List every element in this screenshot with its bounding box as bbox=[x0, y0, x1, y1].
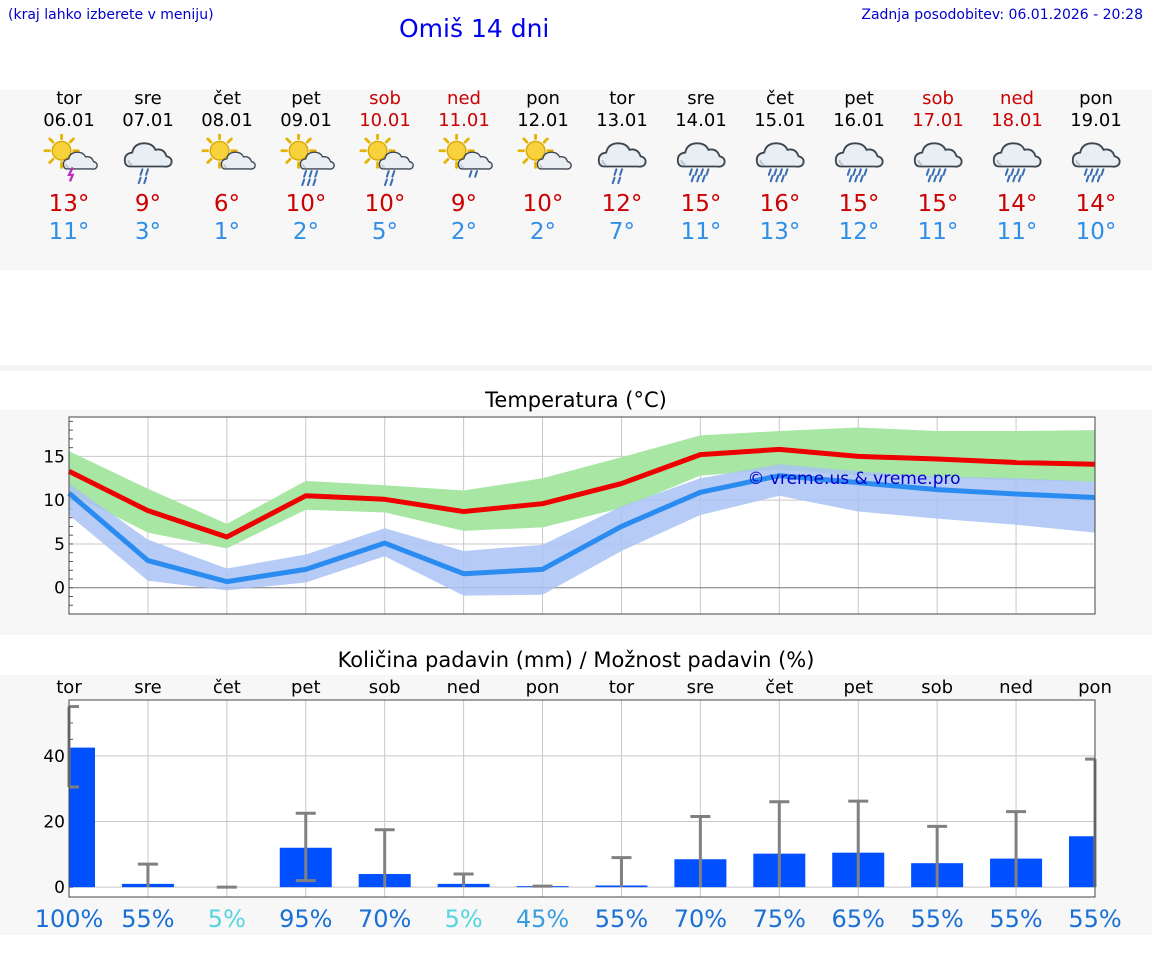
max-temperature: 12° bbox=[601, 191, 643, 217]
cloud-heavy-rain-icon bbox=[755, 142, 805, 183]
cloud-heavy-rain-icon bbox=[1071, 142, 1121, 183]
day-date: 07.01 bbox=[122, 110, 174, 131]
max-temperature: 15° bbox=[680, 191, 722, 217]
max-temperature: 6° bbox=[213, 191, 241, 217]
max-temperature: 13° bbox=[48, 191, 90, 217]
max-temperature: 15° bbox=[838, 191, 880, 217]
sun-cloud-heavy-rain-icon bbox=[280, 134, 335, 186]
max-temperature: 10° bbox=[364, 191, 406, 217]
forecast-day: sob 10.01 10° 5° bbox=[345, 88, 425, 246]
max-temperature: 14° bbox=[996, 191, 1038, 217]
forecast-day: sob 17.01 15° 11° bbox=[898, 88, 978, 246]
forecast-day: tor 13.01 12° 7° bbox=[582, 88, 662, 246]
day-name: čet bbox=[212, 88, 242, 109]
day-name: pet bbox=[844, 88, 874, 109]
min-temperature: 11° bbox=[680, 219, 722, 245]
min-temperature: 2° bbox=[450, 219, 478, 245]
min-temperature: 12° bbox=[838, 219, 880, 245]
max-temperature: 10° bbox=[522, 191, 564, 217]
day-name: sob bbox=[922, 88, 954, 109]
day-name: čet bbox=[765, 88, 795, 109]
day-name: ned bbox=[1000, 88, 1034, 109]
max-temperature: 10° bbox=[285, 191, 327, 217]
cloud-rain-icon bbox=[597, 142, 647, 185]
sun-cloud-light-rain-icon bbox=[438, 134, 493, 178]
min-temperature: 11° bbox=[917, 219, 959, 245]
separator-band bbox=[0, 365, 1152, 371]
last-update-label: Zadnja posodobitev: 06.01.2026 - 20:28 bbox=[861, 7, 1143, 23]
sun-cloud-icon bbox=[201, 134, 256, 170]
page-title: Omiš 14 dni bbox=[399, 14, 550, 43]
day-name: sob bbox=[369, 88, 401, 109]
forecast-day: pet 09.01 10° 2° bbox=[266, 88, 346, 246]
cloud-heavy-rain-icon bbox=[676, 142, 726, 183]
day-name: pet bbox=[291, 88, 321, 109]
forecast-day: pet 16.01 15° 12° bbox=[819, 88, 899, 246]
forecast-day: tor 06.01 13° 11° bbox=[29, 88, 109, 246]
day-date: 10.01 bbox=[359, 110, 411, 131]
precipitation-band bbox=[0, 675, 1152, 935]
day-name: pon bbox=[1079, 88, 1113, 109]
min-temperature: 3° bbox=[134, 219, 162, 245]
header-select-hint[interactable]: (kraj lahko izberete v meniju) bbox=[8, 7, 214, 23]
forecast-day: ned 18.01 14° 11° bbox=[977, 88, 1057, 246]
sun-cloud-storm-icon bbox=[43, 134, 98, 182]
sun-cloud-icon bbox=[517, 134, 572, 170]
day-date: 19.01 bbox=[1070, 110, 1122, 131]
max-temperature: 9° bbox=[134, 191, 162, 217]
precipitation-chart-title: Količina padavin (mm) / Možnost padavin … bbox=[337, 648, 815, 672]
min-temperature: 13° bbox=[759, 219, 801, 245]
max-temperature: 15° bbox=[917, 191, 959, 217]
max-temperature: 14° bbox=[1075, 191, 1117, 217]
min-temperature: 11° bbox=[996, 219, 1038, 245]
temperature-chart-title: Temperatura (°C) bbox=[485, 388, 667, 412]
min-temperature: 1° bbox=[213, 219, 241, 245]
day-date: 12.01 bbox=[517, 110, 569, 131]
min-temperature: 2° bbox=[529, 219, 557, 245]
day-name: tor bbox=[56, 88, 82, 109]
day-name: ned bbox=[447, 88, 481, 109]
day-date: 09.01 bbox=[280, 110, 332, 131]
day-date: 08.01 bbox=[201, 110, 253, 131]
forecast-day: čet 08.01 6° 1° bbox=[187, 88, 267, 246]
min-temperature: 7° bbox=[608, 219, 636, 245]
max-temperature: 16° bbox=[759, 191, 801, 217]
sun-cloud-rain-icon bbox=[359, 134, 414, 186]
forecast-day: pon 12.01 10° 2° bbox=[503, 88, 583, 246]
cloud-heavy-rain-icon bbox=[834, 142, 884, 183]
day-name: pon bbox=[526, 88, 560, 109]
day-date: 06.01 bbox=[43, 110, 95, 131]
min-temperature: 10° bbox=[1075, 219, 1117, 245]
day-date: 17.01 bbox=[912, 110, 964, 131]
min-temperature: 11° bbox=[48, 219, 90, 245]
cloud-heavy-rain-icon bbox=[992, 142, 1042, 183]
day-date: 15.01 bbox=[754, 110, 806, 131]
cloud-rain-icon bbox=[123, 142, 173, 185]
forecast-day: sre 14.01 15° 11° bbox=[661, 88, 741, 246]
forecast-day: sre 07.01 9° 3° bbox=[108, 88, 188, 246]
day-name: tor bbox=[609, 88, 635, 109]
forecast-day: čet 15.01 16° 13° bbox=[740, 88, 820, 246]
temperature-band bbox=[0, 410, 1152, 635]
day-name: sre bbox=[134, 88, 162, 109]
max-temperature: 9° bbox=[450, 191, 478, 217]
cloud-heavy-rain-icon bbox=[913, 142, 963, 183]
forecast-band bbox=[0, 90, 1152, 270]
day-date: 16.01 bbox=[833, 110, 885, 131]
day-date: 18.01 bbox=[991, 110, 1043, 131]
day-date: 14.01 bbox=[675, 110, 727, 131]
forecast-day: pon 19.01 14° 10° bbox=[1056, 88, 1136, 246]
forecast-day: ned 11.01 9° 2° bbox=[424, 88, 504, 246]
min-temperature: 2° bbox=[292, 219, 320, 245]
min-temperature: 5° bbox=[371, 219, 399, 245]
day-name: sre bbox=[687, 88, 715, 109]
day-date: 11.01 bbox=[438, 110, 490, 131]
day-date: 13.01 bbox=[596, 110, 648, 131]
